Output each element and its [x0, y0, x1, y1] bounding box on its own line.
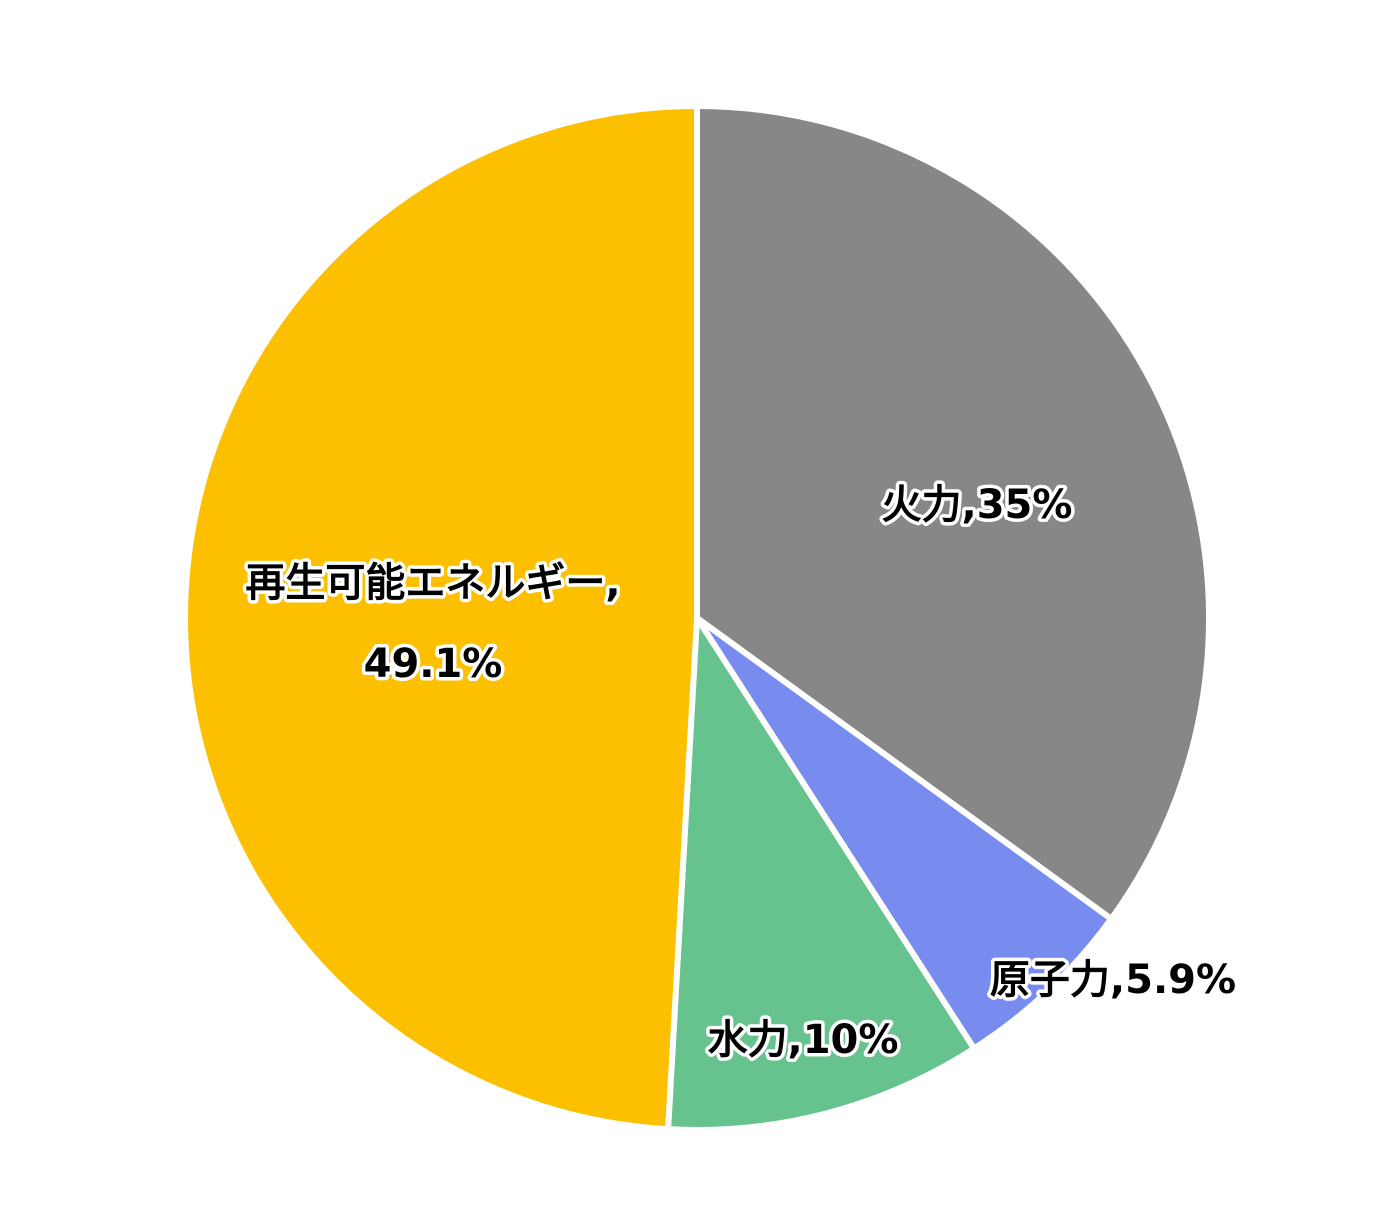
- slice-renewable: [182, 103, 700, 1133]
- slice-hydro: [665, 615, 978, 1133]
- label-thermal: 火力,35%: [882, 482, 1073, 528]
- label-nuclear: 原子力,5.9%: [990, 957, 1236, 1003]
- pie-slices: [182, 103, 1212, 1133]
- label-renewable-value: 49.1%: [364, 641, 503, 687]
- slice-thermal: [694, 103, 1212, 922]
- slice-nuclear: [694, 615, 1115, 1052]
- label-hydro: 水力,10%: [708, 1017, 899, 1063]
- label-renewable-name: 再生可能エネルギー,: [245, 560, 620, 606]
- slice-labels: 火力,35% 原子力,5.9% 水力,10% 再生可能エネルギー, 49.1%: [242, 479, 1240, 1067]
